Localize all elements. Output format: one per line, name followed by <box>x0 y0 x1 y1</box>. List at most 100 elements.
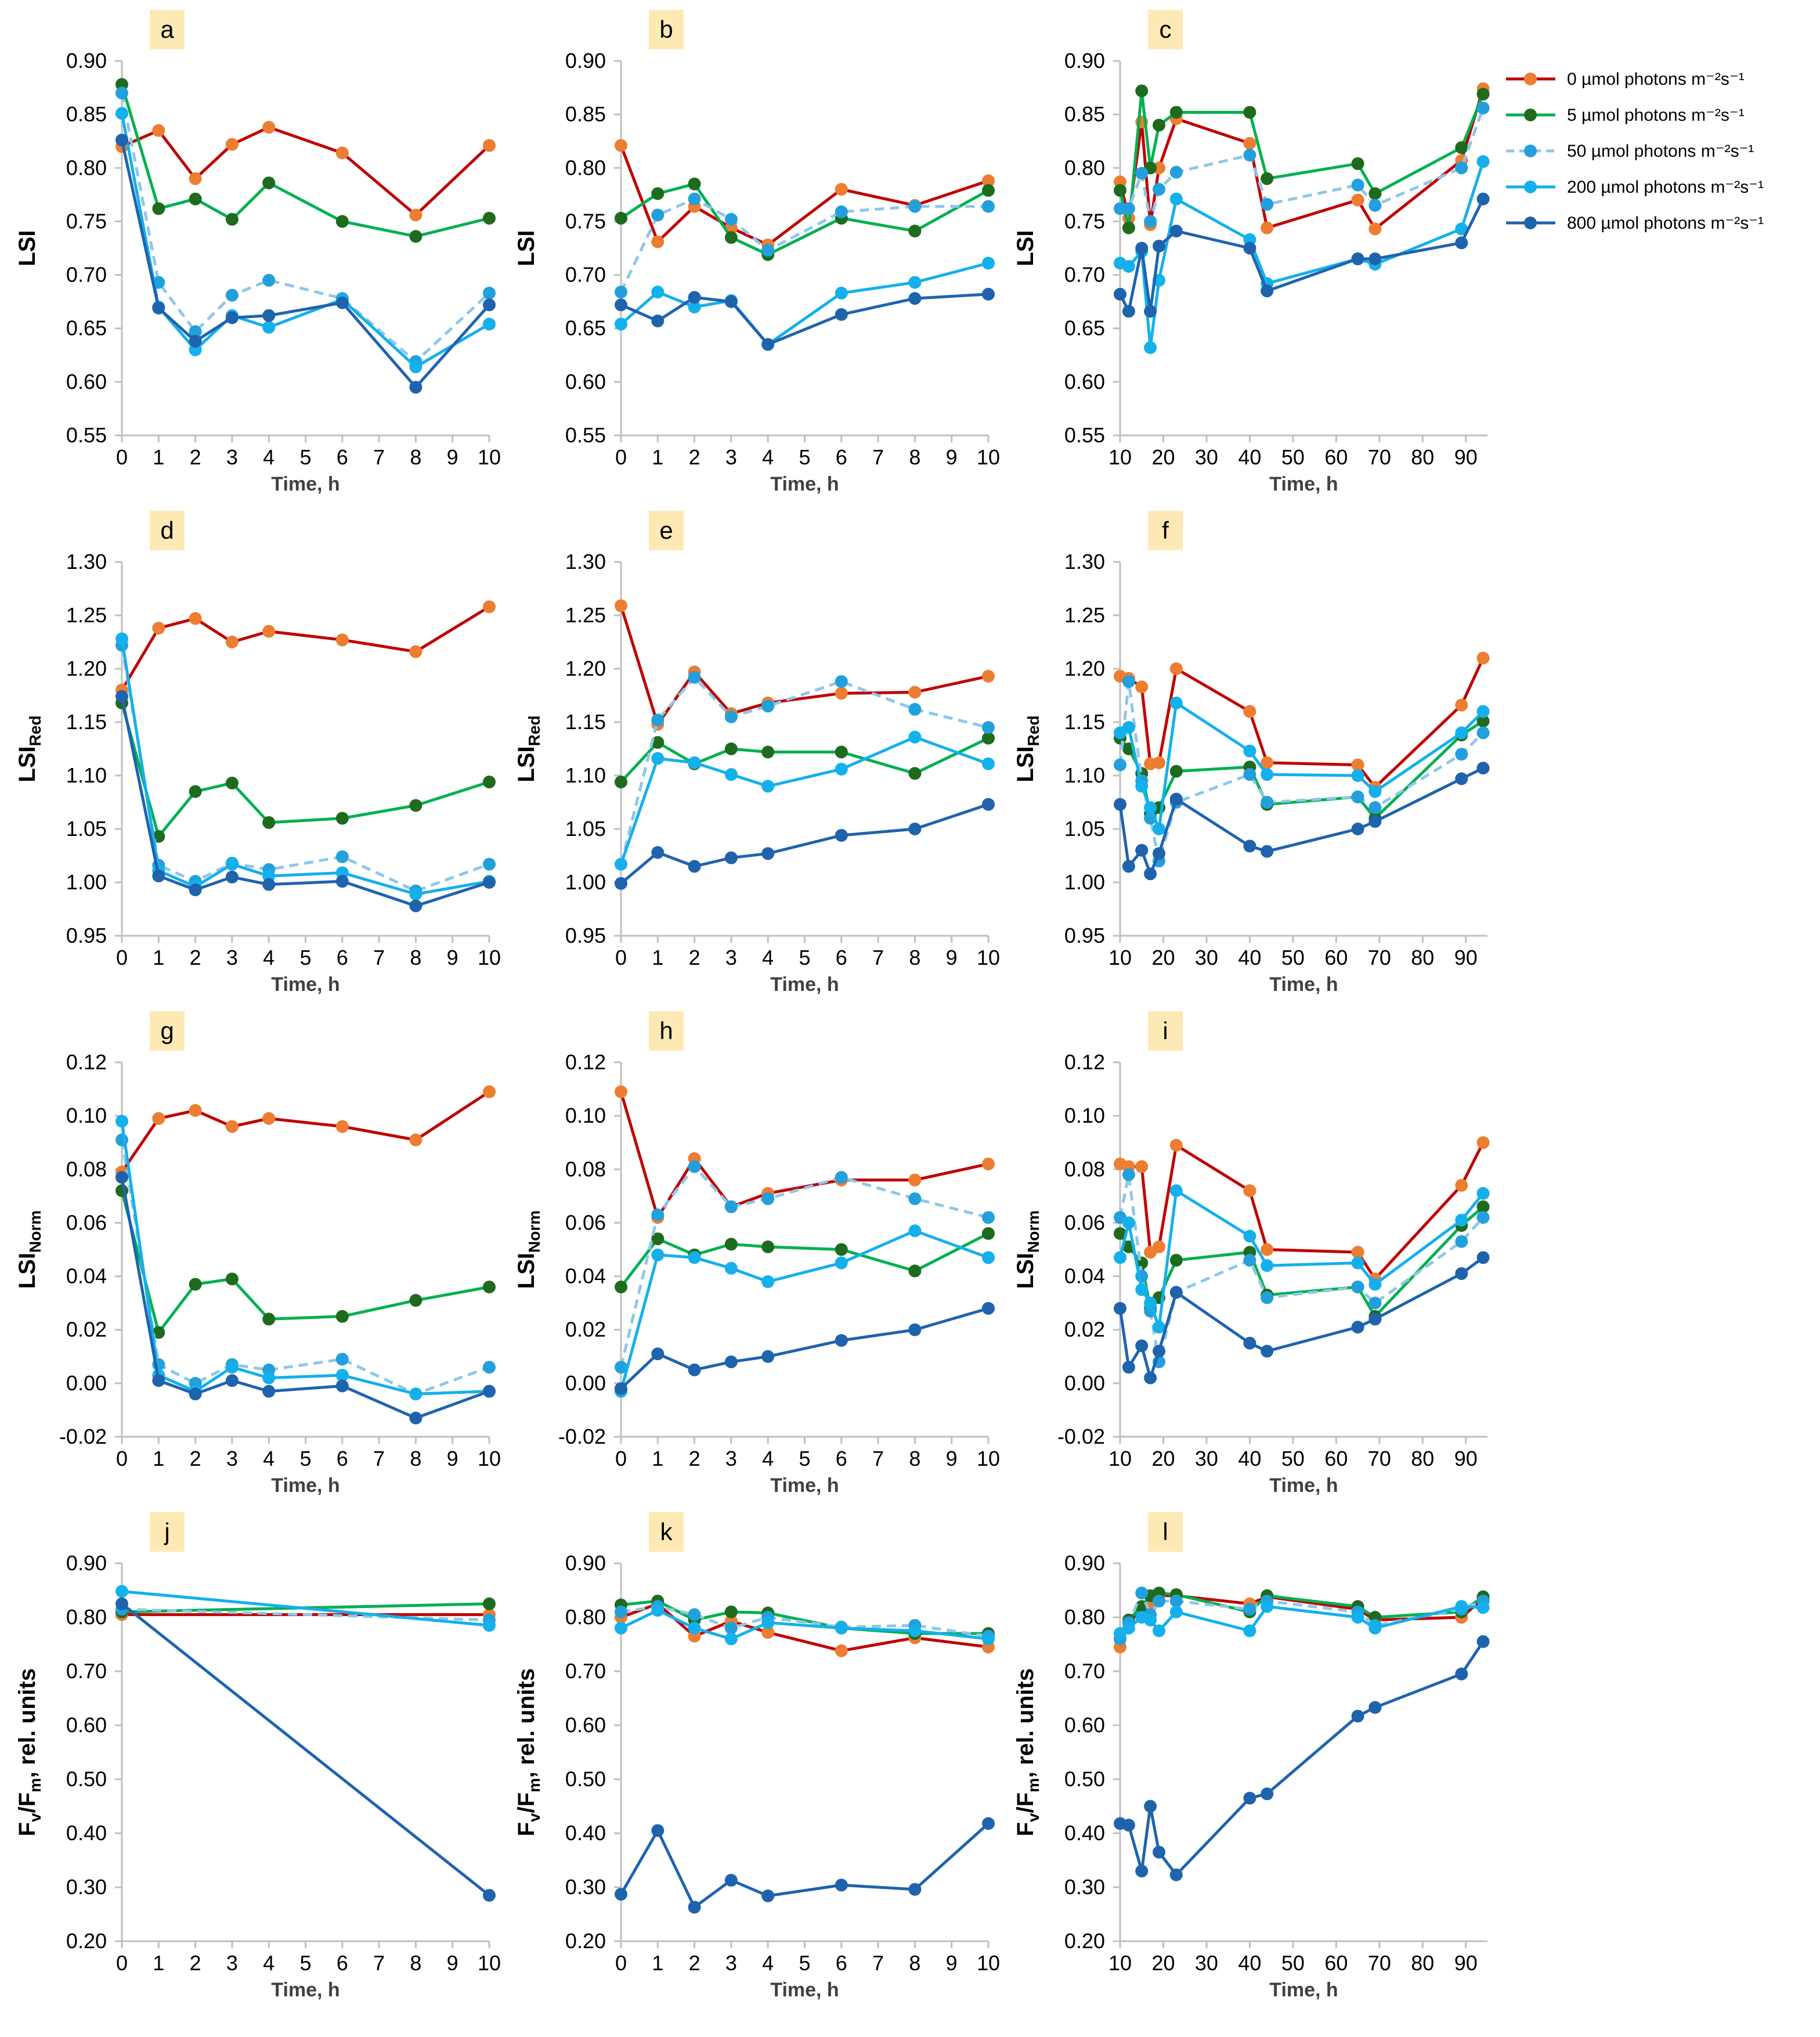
data-point <box>189 785 202 798</box>
series-5 <box>615 177 995 261</box>
x-tick-label: 60 <box>1324 946 1348 969</box>
data-point <box>225 1361 239 1374</box>
data-point <box>483 857 496 871</box>
data-point <box>225 1272 239 1286</box>
data-point <box>1368 222 1382 236</box>
series-line <box>120 605 490 691</box>
data-point <box>1368 801 1382 814</box>
data-point <box>1122 202 1135 215</box>
panel-letter: j <box>163 1518 169 1545</box>
data-point <box>262 176 276 190</box>
data-point <box>688 1160 701 1173</box>
series-line <box>1118 1256 1485 1380</box>
series-line <box>121 1607 490 1622</box>
data-point <box>1476 1635 1490 1648</box>
data-point <box>115 1115 128 1128</box>
series-800 <box>615 798 995 890</box>
data-point <box>615 599 627 612</box>
x-tick-label: 4 <box>263 445 275 469</box>
data-point <box>1351 252 1364 265</box>
series-line <box>620 261 989 346</box>
y-axis-title: Fv/Fm, rel. units <box>1013 1668 1042 1836</box>
data-point <box>1455 772 1468 785</box>
x-tick-label: 5 <box>799 1447 810 1470</box>
x-tick-label: 30 <box>1195 1447 1218 1470</box>
data-point <box>835 1621 848 1635</box>
panel-letter-badge <box>1148 10 1183 49</box>
data-point <box>1243 1624 1256 1638</box>
y-tick-label: 0.08 <box>1064 1157 1105 1181</box>
x-tick-label: 6 <box>337 445 348 469</box>
data-point <box>1144 801 1157 814</box>
series-line <box>1118 1173 1485 1364</box>
data-point <box>908 1173 922 1187</box>
data-point <box>761 700 775 713</box>
series-line <box>120 1177 490 1420</box>
data-point <box>409 1387 423 1401</box>
data-point <box>1169 1253 1183 1267</box>
series-line <box>1118 680 1485 863</box>
data-point <box>1351 790 1364 803</box>
x-tick-label: 3 <box>226 946 238 969</box>
data-point <box>1476 651 1490 665</box>
y-tick-label: 0.75 <box>565 209 606 233</box>
data-point <box>688 1608 701 1621</box>
data-point <box>982 798 995 811</box>
x-tick-label: 60 <box>1324 1951 1348 1975</box>
series-50 <box>1114 675 1490 868</box>
data-point <box>1243 1184 1256 1198</box>
data-point <box>1169 106 1183 119</box>
x-tick-label: 9 <box>946 1447 958 1470</box>
x-tick-label: 2 <box>190 445 201 469</box>
panel-letter: a <box>160 16 174 43</box>
y-tick-label: 0.70 <box>565 263 606 287</box>
y-tick-label: 0.70 <box>66 263 107 287</box>
data-point <box>115 690 128 703</box>
series-line <box>619 605 989 726</box>
y-tick-label: 0.60 <box>66 370 107 394</box>
data-point <box>1368 252 1382 265</box>
panel-letter-badge <box>150 511 185 550</box>
data-point <box>1114 798 1126 811</box>
data-point <box>483 1281 496 1293</box>
y-axis-title: LSI <box>514 230 539 266</box>
data-point <box>1122 675 1135 688</box>
data-point <box>761 1275 775 1288</box>
series-50 <box>615 192 995 299</box>
x-tick-label: 8 <box>410 1447 421 1470</box>
series-200 <box>115 632 496 901</box>
data-point <box>1153 756 1166 769</box>
y-tick-label: 0.12 <box>66 1050 107 1074</box>
x-axis-title: Time, h <box>1269 1474 1338 1497</box>
data-point <box>761 847 775 860</box>
data-point <box>1351 157 1364 170</box>
x-tick-label: 1 <box>652 1951 663 1975</box>
data-point <box>688 1621 701 1635</box>
data-point <box>483 600 496 614</box>
data-point <box>1368 1278 1382 1291</box>
series-0 <box>115 1085 496 1178</box>
y-tick-label: -0.02 <box>1057 1425 1105 1448</box>
series-line <box>619 1229 989 1392</box>
data-point <box>1476 1211 1490 1224</box>
data-point <box>1135 780 1149 793</box>
y-tick-label: 0.30 <box>565 1875 606 1899</box>
chart-panel-g: -0.02 0.00 0.02 0.04 0.06 0.08 0.10 0.12 0 1 2 3 4 5 6… <box>15 1011 501 1497</box>
y-tick-label: 1.05 <box>66 817 107 841</box>
data-point <box>335 1379 349 1393</box>
x-tick-label: 5 <box>799 445 810 469</box>
series-5 <box>115 696 496 843</box>
x-tick-label: 10 <box>478 946 501 969</box>
data-point <box>1351 1246 1364 1259</box>
series-line <box>620 1307 989 1390</box>
x-tick-label: 20 <box>1151 445 1175 469</box>
data-point <box>483 1597 496 1610</box>
data-point <box>835 1334 848 1347</box>
x-tick-label: 90 <box>1454 1447 1478 1470</box>
data-point <box>982 1301 995 1315</box>
chart-panel-j: 0.20 0.30 0.40 0.50 0.60 0.70 0.80 0.90 0 1 2 3 4 5 6 7… <box>15 1512 501 2001</box>
legend-label: 200 µmol photons m⁻²s⁻¹ <box>1567 178 1764 197</box>
x-tick-label: 1 <box>153 1951 164 1975</box>
data-point <box>761 1889 775 1902</box>
series-200 <box>615 257 995 351</box>
